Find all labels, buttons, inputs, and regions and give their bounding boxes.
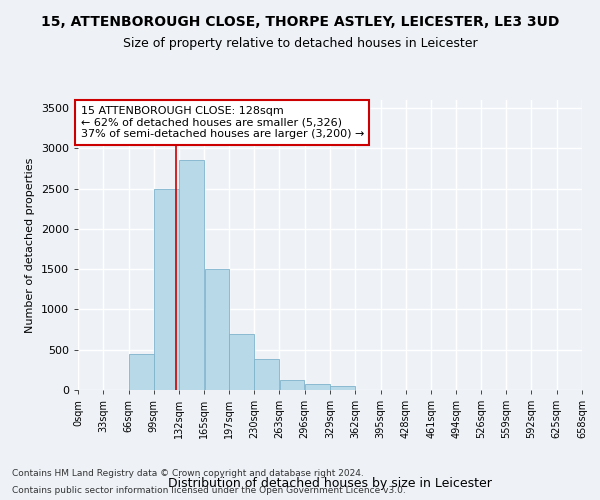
Bar bbox=[254, 360, 279, 390]
Text: Size of property relative to detached houses in Leicester: Size of property relative to detached ho… bbox=[122, 38, 478, 51]
Bar bbox=[179, 160, 204, 390]
Bar bbox=[305, 384, 329, 390]
X-axis label: Distribution of detached houses by size in Leicester: Distribution of detached houses by size … bbox=[168, 478, 492, 490]
Bar bbox=[154, 188, 179, 390]
Y-axis label: Number of detached properties: Number of detached properties bbox=[25, 158, 35, 332]
Bar bbox=[205, 269, 229, 390]
Text: Contains public sector information licensed under the Open Government Licence v3: Contains public sector information licen… bbox=[12, 486, 406, 495]
Text: 15, ATTENBOROUGH CLOSE, THORPE ASTLEY, LEICESTER, LE3 3UD: 15, ATTENBOROUGH CLOSE, THORPE ASTLEY, L… bbox=[41, 15, 559, 29]
Bar bbox=[280, 380, 304, 390]
Bar bbox=[331, 386, 355, 390]
Bar bbox=[229, 334, 254, 390]
Text: Contains HM Land Registry data © Crown copyright and database right 2024.: Contains HM Land Registry data © Crown c… bbox=[12, 468, 364, 477]
Bar bbox=[129, 354, 154, 390]
Text: 15 ATTENBOROUGH CLOSE: 128sqm
← 62% of detached houses are smaller (5,326)
37% o: 15 ATTENBOROUGH CLOSE: 128sqm ← 62% of d… bbox=[80, 106, 364, 139]
